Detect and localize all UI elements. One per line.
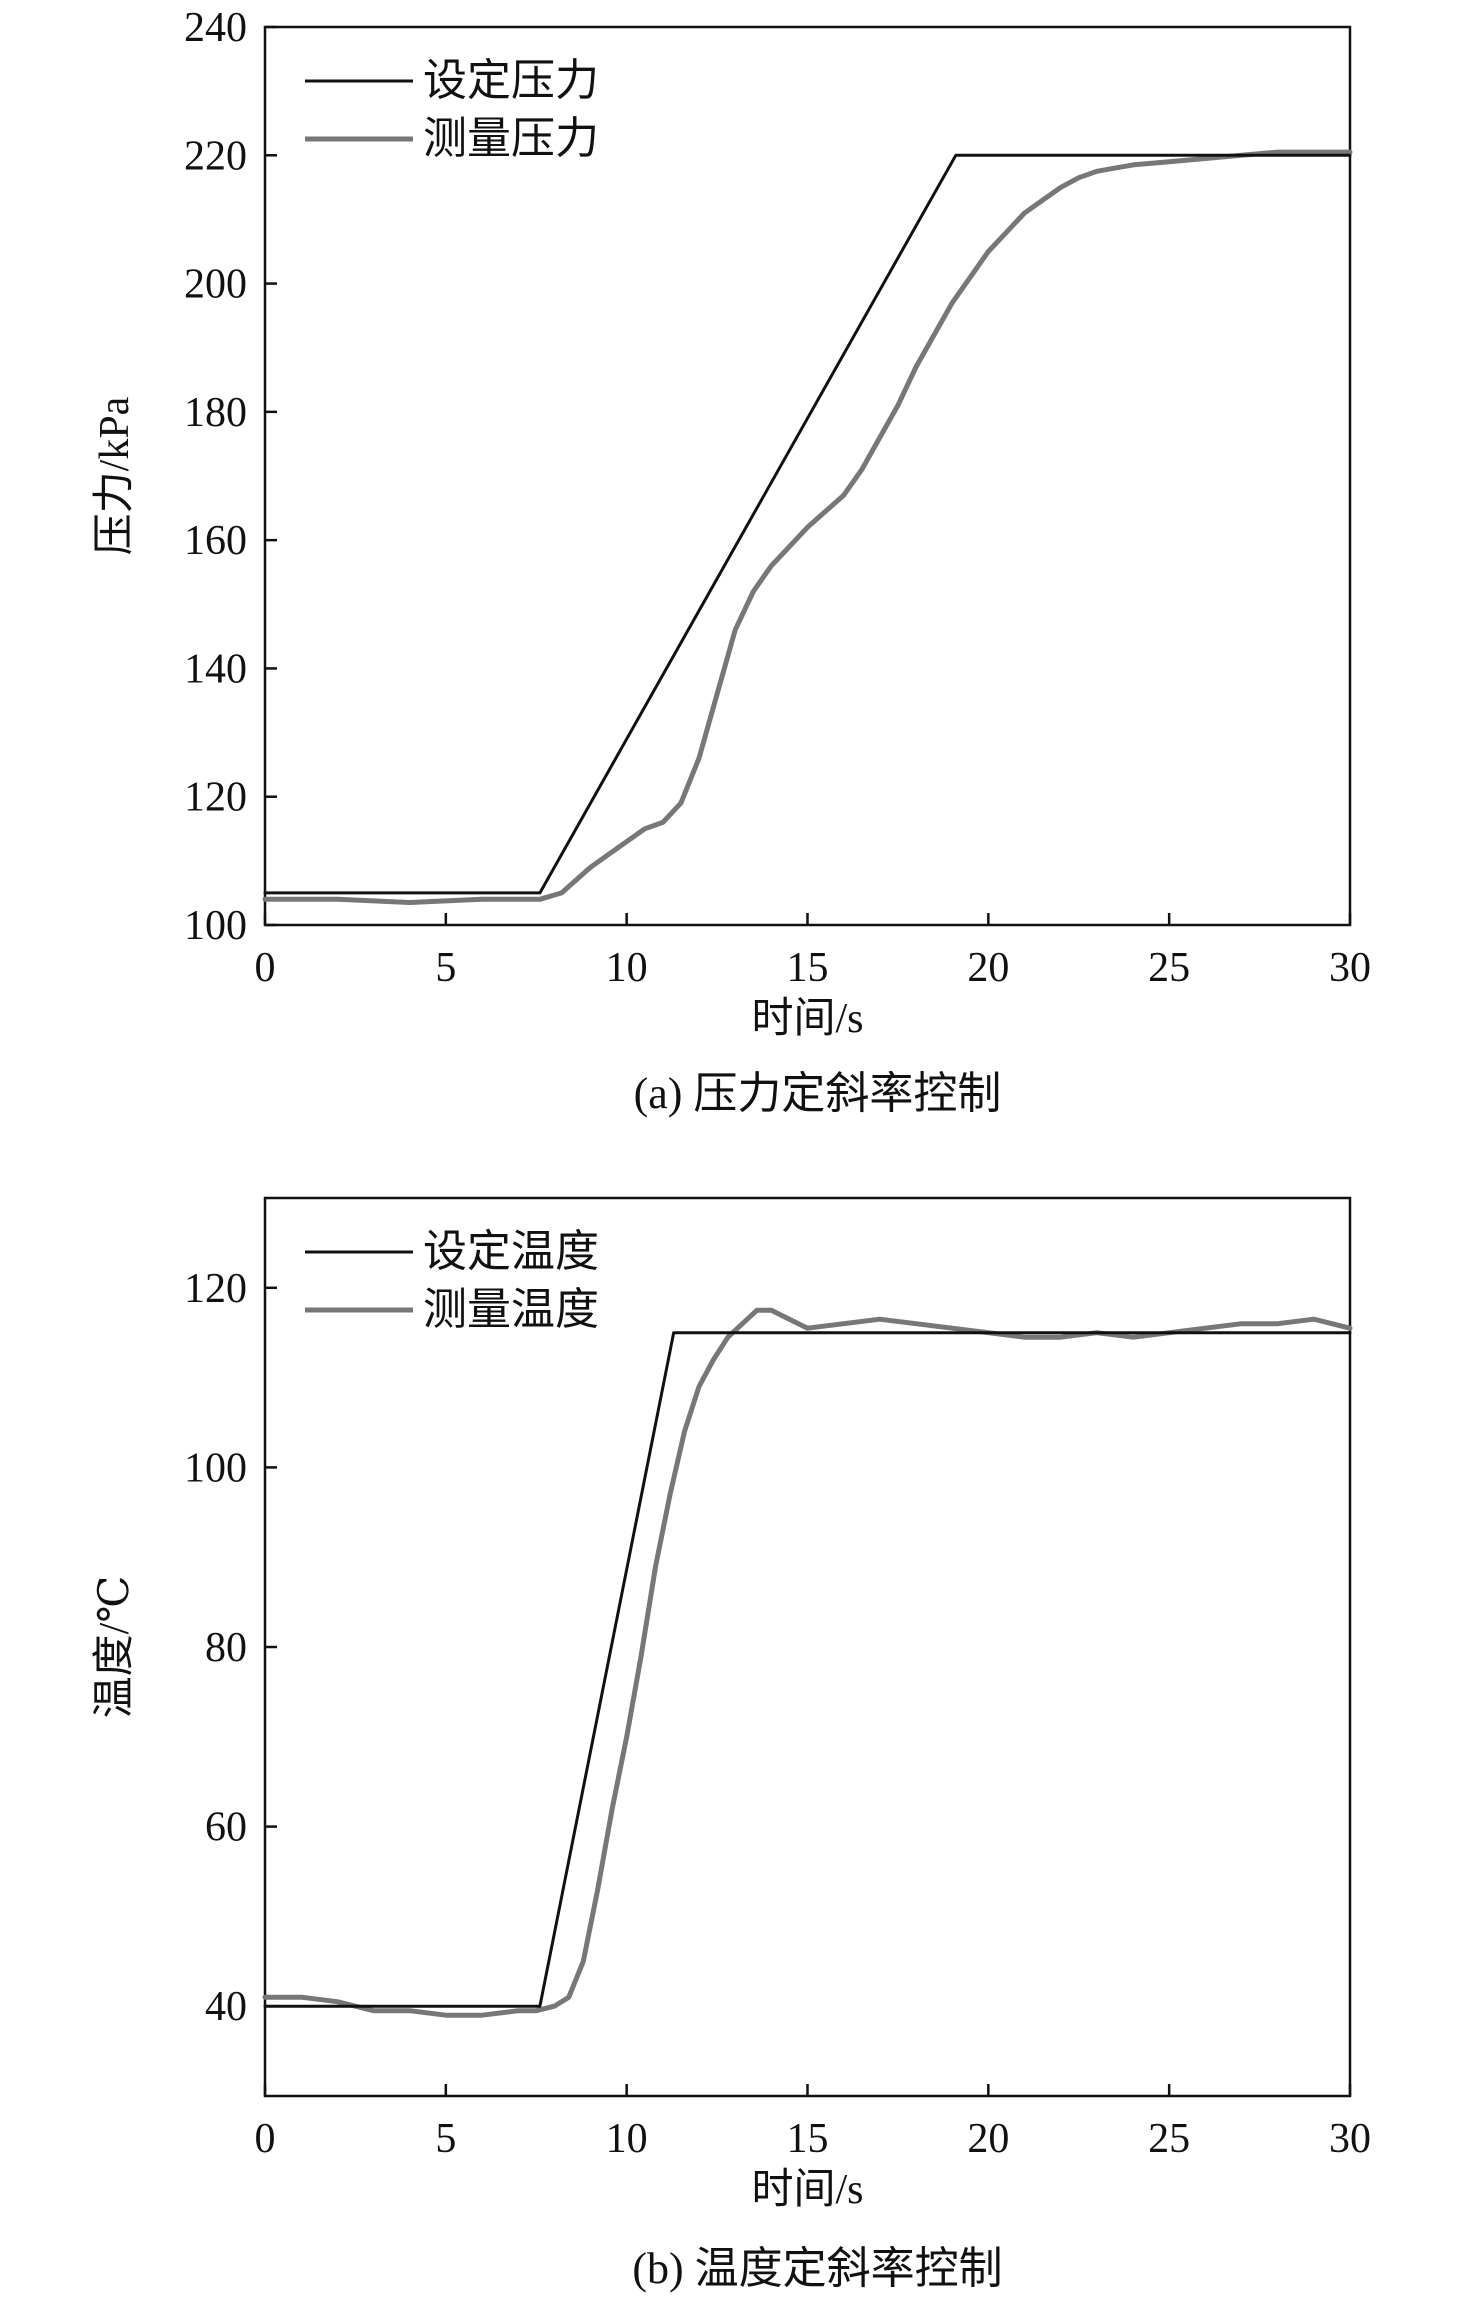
chart-b-x-tick-label: 15: [787, 2116, 829, 2162]
chart-a-x-tick-label: 5: [435, 945, 456, 991]
chart-a-x-tick-label: 15: [787, 945, 829, 991]
chart-a-y-tick-label: 240: [184, 5, 247, 51]
chart-a-y-tick-label: 100: [184, 903, 247, 949]
chart-b-x-axis-title: 时间/s: [751, 2167, 863, 2213]
chart-a-legend-label-setpoint: 设定压力: [423, 56, 599, 105]
chart-b-legend-label-measured: 测量温度: [423, 1285, 599, 1334]
chart-b-series-setpoint-line: [263, 1331, 1352, 2008]
chart-b-x-tick-label: 25: [1148, 2116, 1190, 2162]
chart-a-y-tick-label: 180: [184, 390, 247, 436]
chart-a-x-tick-label: 0: [255, 945, 276, 991]
chart-b-caption: (b) 温度定斜率控制: [632, 2244, 1002, 2293]
chart-b-y-tick-label: 60: [205, 1805, 247, 1851]
chart-a-legend-label-measured: 测量压力: [423, 114, 599, 163]
chart-b-y-axis-title: 温度/℃: [92, 1576, 138, 1719]
chart-a-y-tick-label: 120: [184, 775, 247, 821]
chart-a-x-axis-title: 时间/s: [751, 996, 863, 1042]
chart-a-y-tick-label: 200: [184, 262, 247, 308]
chart-a-series-measured-line: [262, 149, 1353, 905]
chart-b-legend-label-setpoint: 设定温度: [423, 1227, 599, 1276]
chart-b-y-tick-label: 100: [184, 1445, 247, 1491]
chart-a-y-axis-title: 压力/kPa: [92, 396, 138, 555]
chart-a-y-tick-label: 220: [184, 133, 247, 179]
chart-b-x-tick-label: 20: [967, 2116, 1009, 2162]
chart-b-series-measured-line: [262, 1307, 1353, 2018]
chart-a-x-tick-label: 10: [606, 945, 648, 991]
chart-b-y-tick-label: 120: [184, 1266, 247, 1312]
chart-a-y-tick-label: 140: [184, 646, 247, 692]
chart-b-x-tick-label: 5: [435, 2116, 456, 2162]
chart-a-y-tick-label: 160: [184, 518, 247, 564]
chart-a: 0 5 10 15 20 25 30 100 120 140 160 180 200 220 240 时间/s…: [92, 5, 1371, 1118]
chart-b-y-tick-label: 40: [205, 1984, 247, 2030]
chart-a-series-setpoint-line: [263, 153, 1352, 895]
chart-a-x-tick-label: 25: [1148, 945, 1190, 991]
chart-a-caption: (a) 压力定斜率控制: [634, 1069, 1002, 1118]
chart-a-x-tick-label: 30: [1329, 945, 1371, 991]
chart-a-x-tick-label: 20: [967, 945, 1009, 991]
chart-b-x-tick-label: 0: [255, 2116, 276, 2162]
chart-b-x-tick-label: 10: [606, 2116, 648, 2162]
chart-b: 0 5 10 15 20 25 30 40 60 80 100 120 时间/s 温度/℃ (b) 温度定斜…: [92, 1196, 1371, 2293]
chart-b-y-tick-label: 80: [205, 1625, 247, 1671]
chart-b-x-tick-label: 30: [1329, 2116, 1371, 2162]
